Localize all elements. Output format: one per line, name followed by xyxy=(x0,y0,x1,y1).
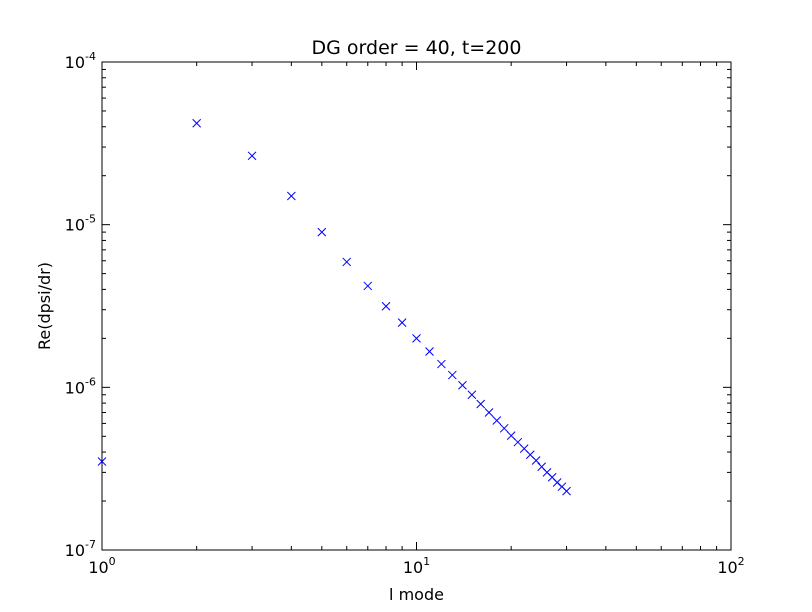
data-point xyxy=(484,408,494,417)
data-point xyxy=(381,301,391,311)
x-tick-label: 102 xyxy=(717,555,744,577)
chart-title: DG order = 40, t=200 xyxy=(312,37,522,59)
data-point xyxy=(437,359,446,369)
data-point xyxy=(492,416,502,425)
data-point xyxy=(286,191,296,201)
y-tick-label: 10-4 xyxy=(65,50,96,72)
y-tick-label: 10-7 xyxy=(65,538,96,560)
data-point xyxy=(97,457,107,466)
major-ticks xyxy=(101,61,732,551)
y-axis-label: Re(dpsi/dr) xyxy=(35,262,54,350)
data-point xyxy=(192,118,202,128)
y-tick-label: 10-5 xyxy=(65,213,96,235)
data-point xyxy=(397,318,407,327)
data-point xyxy=(476,399,486,409)
data-point xyxy=(458,380,467,390)
data-point xyxy=(467,390,477,400)
data-point xyxy=(499,423,509,433)
data-point xyxy=(342,257,352,267)
y-tick-label: 10-6 xyxy=(65,375,96,397)
data-point xyxy=(363,281,373,291)
x-axis-label: l mode xyxy=(389,585,444,604)
data-point xyxy=(317,227,327,237)
data-point xyxy=(562,486,571,496)
data-point xyxy=(425,347,434,356)
data-point xyxy=(247,151,257,161)
x-tick-label: 101 xyxy=(403,555,430,577)
y-tick-labels: 10-7 10-6 10-5 10-4 xyxy=(65,50,96,560)
x-tick-label: 100 xyxy=(88,555,115,577)
minor-ticks xyxy=(102,62,731,550)
data-points xyxy=(97,118,571,496)
data-point xyxy=(412,334,421,343)
x-tick-labels: 100 101 102 xyxy=(88,555,744,577)
data-point xyxy=(447,370,457,380)
